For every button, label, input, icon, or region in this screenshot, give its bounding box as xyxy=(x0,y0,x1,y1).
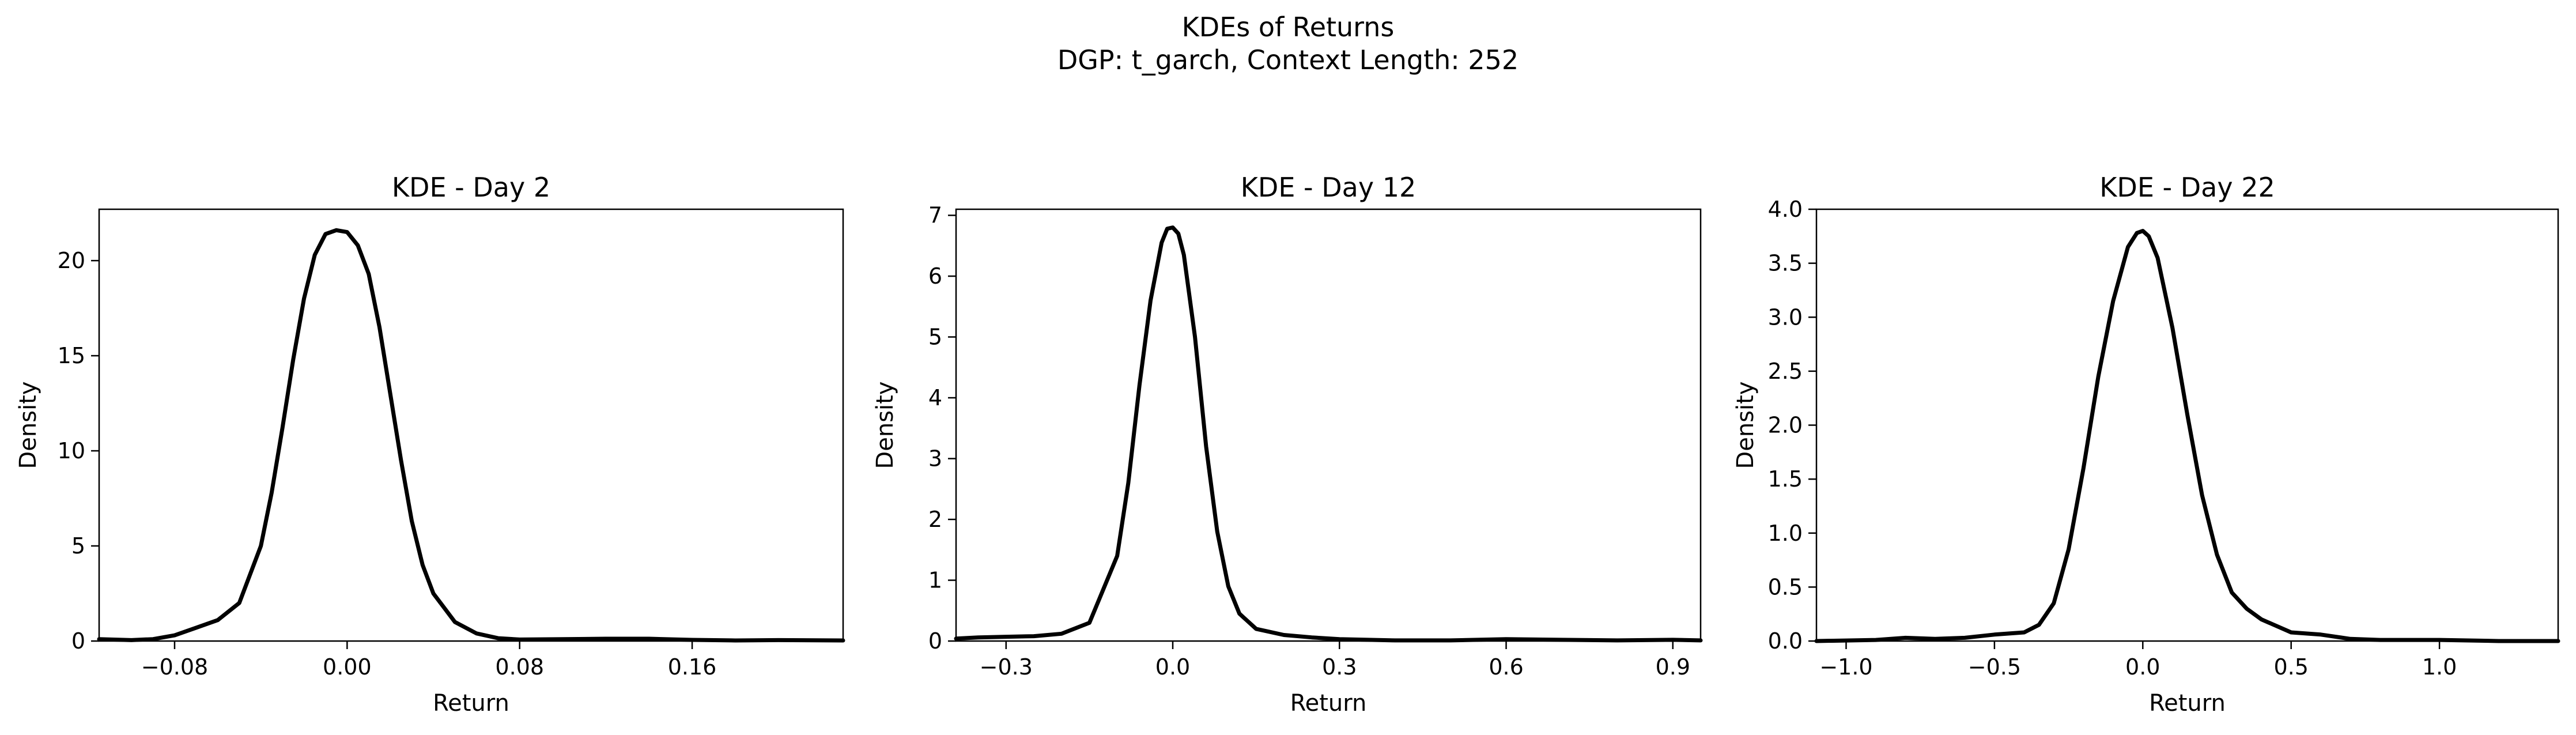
y-tick-label: 1.0 xyxy=(1768,521,1803,546)
y-axis-label: Density xyxy=(1732,381,1759,469)
y-axis-label: Density xyxy=(872,381,898,469)
y-tick-label: 0 xyxy=(71,628,85,654)
y-tick-label: 15 xyxy=(58,343,85,368)
x-tick-label: 0.3 xyxy=(1322,654,1357,680)
x-tick-label: −0.3 xyxy=(980,654,1033,680)
x-tick-label: 0.0 xyxy=(1155,654,1190,680)
x-tick-label: −0.5 xyxy=(1968,654,2021,680)
kde-panel-day-2: KDE - Day 2 −0.08 0.00 0.08 0.16 0 5 10 15 20 Retu… xyxy=(15,172,845,717)
axes-frame xyxy=(955,208,1702,642)
y-tick-label: 4.0 xyxy=(1768,197,1803,222)
figure-title: KDEs of Returns xyxy=(1182,12,1395,43)
y-tick-label: 6 xyxy=(928,263,942,289)
y-tick-label: 2.5 xyxy=(1768,359,1803,384)
y-tick-label: 1 xyxy=(928,568,942,593)
x-axis-label: Return xyxy=(1290,690,1367,717)
y-axis-label: Density xyxy=(15,381,41,469)
kde-curve xyxy=(1814,229,2560,643)
y-tick-label: 2.0 xyxy=(1768,413,1803,438)
y-tick-label: 3.0 xyxy=(1768,304,1803,330)
y-tick-label: 3 xyxy=(928,446,942,472)
y-tick-label: 3.5 xyxy=(1768,251,1803,276)
x-tick-label: 0.08 xyxy=(495,654,544,680)
x-tick-label: −1.0 xyxy=(1819,654,1872,680)
x-tick-label: 0.16 xyxy=(668,654,717,680)
y-tick-label: 0.5 xyxy=(1768,574,1803,600)
x-tick-label: 1.0 xyxy=(2422,654,2457,680)
kde-curve xyxy=(954,225,1703,643)
panel-title: KDE - Day 2 xyxy=(392,172,550,203)
x-tick-label: 0.5 xyxy=(2273,654,2308,680)
y-tick-label: 4 xyxy=(928,385,942,410)
x-axis-label: Return xyxy=(433,690,509,717)
y-tick-label: 0.0 xyxy=(1768,628,1803,654)
y-tick-label: 7 xyxy=(928,203,942,228)
y-tick-label: 20 xyxy=(58,248,85,273)
x-tick-label: 0.0 xyxy=(2125,654,2160,680)
figure-subtitle: DGP: t_garch, Context Length: 252 xyxy=(1057,44,1519,76)
x-axis-label: Return xyxy=(2149,690,2226,717)
y-tick-label: 5 xyxy=(71,533,85,559)
y-tick-label: 0 xyxy=(928,628,942,654)
x-tick-label: 0.00 xyxy=(323,654,372,680)
y-tick-label: 10 xyxy=(58,438,85,463)
axes-frame xyxy=(98,208,844,642)
x-tick-label: −0.08 xyxy=(141,654,208,680)
kde-panel-day-12: KDE - Day 12 −0.3 0.0 0.3 0.6 0.9 0 1 2 3 4 5 6 7 Retu… xyxy=(872,172,1703,717)
panel-title: KDE - Day 12 xyxy=(1241,172,1416,203)
y-tick-label: 5 xyxy=(928,325,942,350)
x-tick-label: 0.9 xyxy=(1656,654,1690,680)
kde-curve xyxy=(97,228,845,643)
kde-panel-day-22: KDE - Day 22 −1.0 −0.5 0.0 0.5 1.0 0.0 0.5 1.0 1.… xyxy=(1732,172,2560,717)
y-tick-label: 2 xyxy=(928,507,942,532)
x-tick-label: 0.6 xyxy=(1489,654,1523,680)
panel-title: KDE - Day 22 xyxy=(2099,172,2275,203)
y-tick-label: 1.5 xyxy=(1768,466,1803,492)
